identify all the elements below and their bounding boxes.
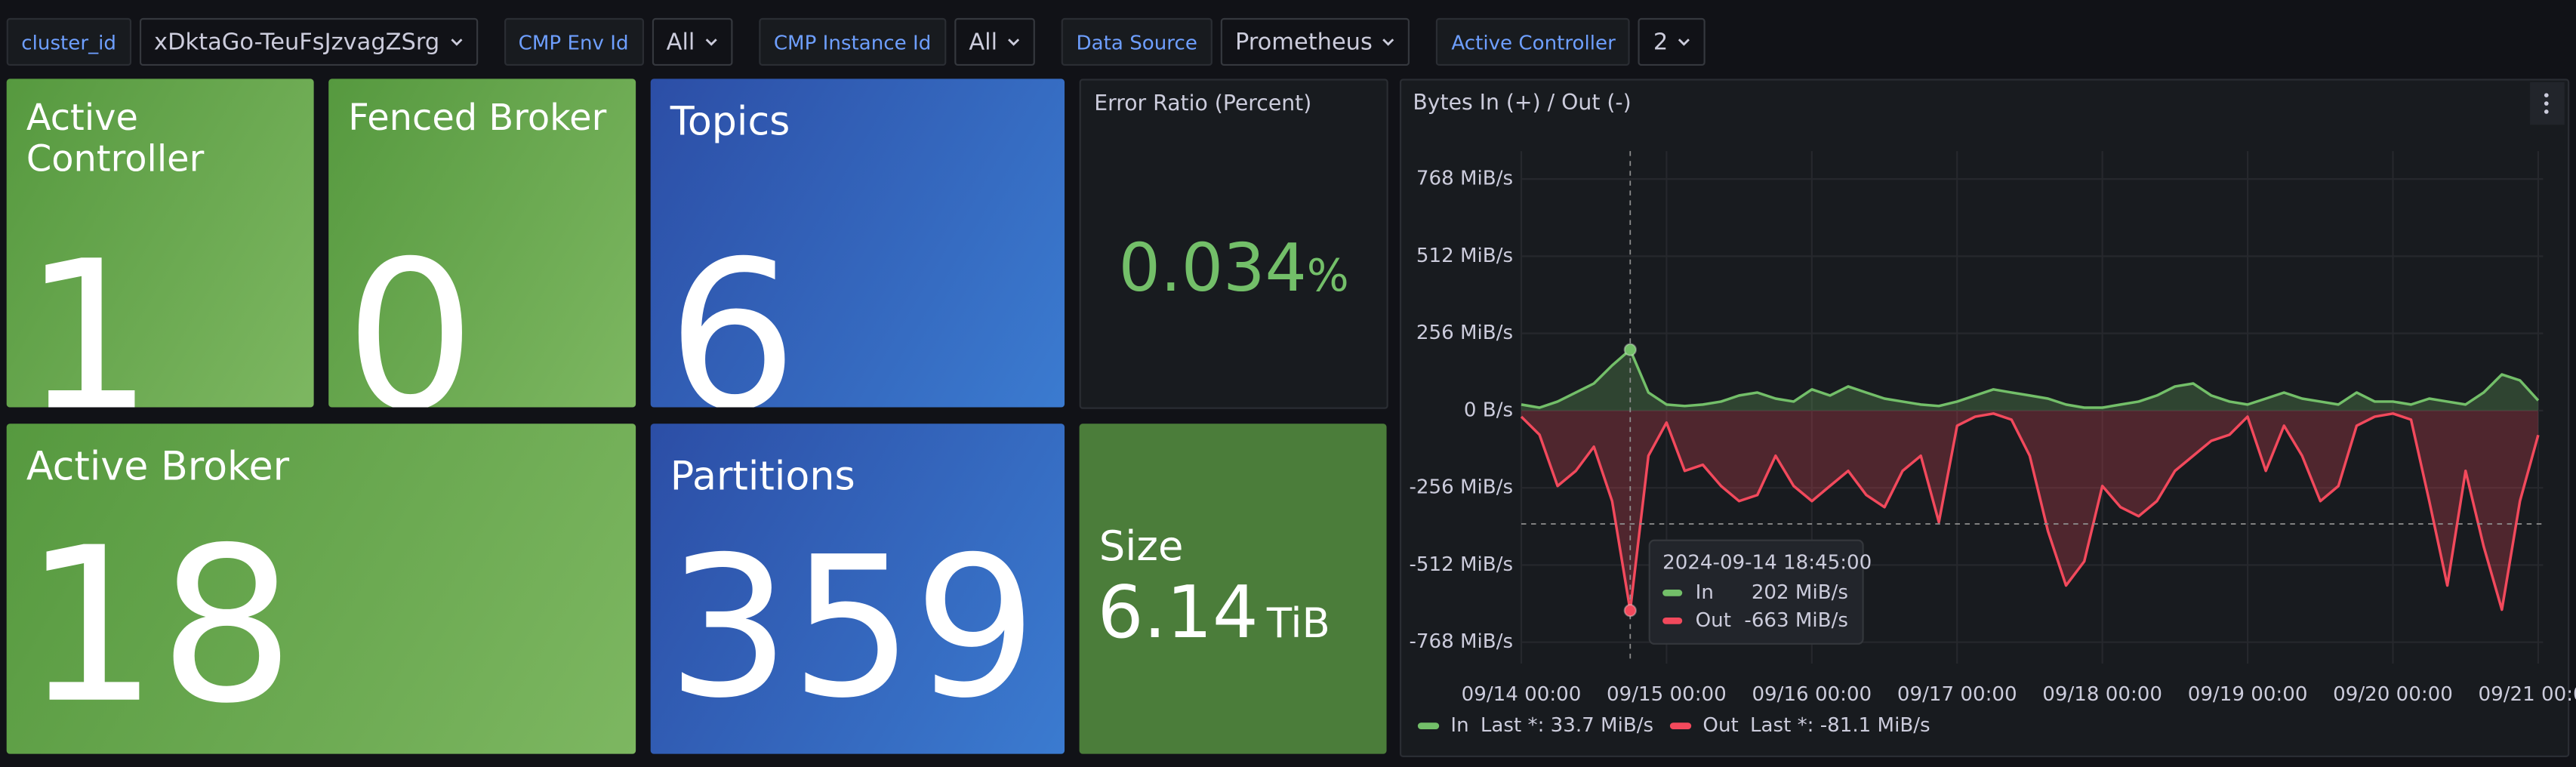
stat-panel: Fenced Broker 0: [328, 79, 636, 408]
text: xDktaGo-TeuFsJzvagZSrg: [154, 29, 440, 55]
tooltip-swatch: [1662, 618, 1683, 624]
variable-label: cluster_id: [6, 17, 131, 66]
stat-panel: Active Controller 1: [6, 79, 314, 408]
tooltip-time: 2024-09-14 18:45:00: [1662, 552, 1872, 574]
stat-value: 0: [344, 218, 476, 408]
variable-group: CMP Instance Id All: [759, 17, 1036, 66]
stat-panel: Error Ratio (Percent) 0.034%: [1079, 79, 1388, 409]
series-area: [1521, 350, 2538, 411]
tooltip: [1648, 539, 1864, 645]
x-tick-label: 09/18 00:00: [2042, 683, 2162, 706]
stat-value: 0.034: [1118, 231, 1307, 307]
x-tick-label: 09/20 00:00: [2333, 683, 2453, 706]
x-tick-label: 09/19 00:00: [2188, 683, 2308, 706]
variable-dropdown[interactable]: All: [954, 17, 1036, 66]
variable-group: Data Source Prometheus: [1061, 17, 1410, 66]
legend-value: Last *: -81.1 MiB/s: [1750, 714, 1930, 737]
chart-title: Bytes In (+) / Out (-): [1413, 90, 1631, 115]
chevron-icon: [450, 38, 462, 45]
y-tick-label: -768 MiB/s: [1410, 630, 1514, 653]
panel-title: Topics: [670, 98, 790, 145]
legend-label: Out: [1702, 714, 1738, 737]
x-tick-label: 09/21 00:00: [2479, 683, 2576, 706]
series-area: [1521, 410, 2538, 611]
legend-value: Last *: 33.7 MiB/s: [1481, 714, 1653, 737]
variable-label: CMP Env Id: [504, 17, 644, 66]
stat-value: 6: [667, 218, 798, 408]
text: 2: [1653, 29, 1669, 55]
panel-title: Fenced Broker: [348, 98, 607, 140]
variable-group: cluster_id xDktaGo-TeuFsJzvagZSrg: [6, 17, 478, 66]
legend-swatch: [1669, 722, 1692, 729]
tooltip-swatch: [1662, 590, 1683, 596]
stat-value: 18: [23, 501, 295, 751]
variable-dropdown[interactable]: xDktaGo-TeuFsJzvagZSrg: [139, 17, 478, 66]
y-tick-label: 0 B/s: [1464, 399, 1513, 421]
legend-swatch: [1417, 722, 1440, 729]
legend-label: In: [1450, 714, 1468, 737]
series-line: [1521, 348, 2540, 409]
tooltip-value: -663 MiB/s: [1744, 609, 1848, 632]
x-tick-label: 09/16 00:00: [1752, 683, 1872, 706]
variable-label: Active Controller: [1436, 17, 1631, 66]
y-tick-label: -512 MiB/s: [1410, 553, 1514, 576]
text: cluster_id: [21, 30, 116, 54]
chevron-icon: [1678, 38, 1690, 45]
text: CMP Env Id: [518, 30, 629, 54]
stat-value: 6.14: [1097, 571, 1259, 656]
tooltip-value: 202 MiB/s: [1752, 581, 1848, 604]
variable-label: Data Source: [1061, 17, 1213, 66]
panel-title: Size: [1098, 522, 1184, 570]
stat-unit: %: [1306, 251, 1349, 303]
stat-unit: TiB: [1266, 599, 1330, 648]
y-tick-label: 768 MiB/s: [1416, 168, 1513, 190]
x-tick-label: 09/17 00:00: [1897, 683, 2017, 706]
text: Data Source: [1076, 30, 1197, 54]
chevron-icon: [1383, 38, 1395, 45]
chevron-icon: [1008, 38, 1020, 45]
stat-panel: Active Broker 18: [6, 424, 636, 754]
variable-dropdown[interactable]: All: [652, 17, 733, 66]
stat-panel: Size 6.14 TiB: [1079, 424, 1387, 754]
tooltip-series-name: Out: [1696, 609, 1731, 632]
x-tick-label: 09/15 00:00: [1607, 683, 1727, 706]
stat-value-group: 6.14 TiB: [1098, 571, 1330, 655]
text: All: [666, 29, 695, 55]
chevron-icon: [705, 38, 717, 45]
text: Prometheus: [1234, 29, 1373, 55]
series-line: [1520, 412, 2540, 612]
variable-dropdown[interactable]: Prometheus: [1220, 17, 1410, 66]
panel-title: Error Ratio (Percent): [1094, 91, 1312, 117]
x-tick-label: 09/14 00:00: [1462, 683, 1582, 706]
variables-bar: cluster_id xDktaGo-TeuFsJzvagZSrg CMP Env …: [6, 17, 1724, 66]
variable-dropdown[interactable]: 2: [1638, 17, 1706, 66]
y-tick-label: -256 MiB/s: [1410, 476, 1514, 499]
stat-panel: Partitions 359: [650, 424, 1065, 754]
panel-title: Partitions: [670, 453, 855, 500]
text: CMP Instance Id: [773, 30, 932, 54]
panel-title: Active Controller: [26, 98, 205, 181]
text: Active Controller: [1451, 30, 1616, 54]
tooltip-series-name: In: [1696, 581, 1714, 604]
stat-value: 359: [667, 513, 1037, 741]
text: All: [969, 29, 998, 55]
hover-point: [1623, 343, 1637, 356]
variable-group: CMP Env Id All: [504, 17, 733, 66]
hover-point: [1623, 604, 1637, 618]
variable-group: Active Controller 2: [1436, 17, 1706, 66]
stat-panel: Topics 6: [650, 79, 1065, 408]
panel-title: Active Broker: [26, 443, 290, 490]
y-tick-label: 256 MiB/s: [1416, 322, 1513, 344]
y-tick-label: 512 MiB/s: [1416, 245, 1513, 267]
menu-icon: [2544, 93, 2549, 114]
stat-value: 1: [23, 218, 154, 408]
stat-value-group: 0.034%: [1081, 232, 1387, 307]
variable-label: CMP Instance Id: [759, 17, 946, 66]
